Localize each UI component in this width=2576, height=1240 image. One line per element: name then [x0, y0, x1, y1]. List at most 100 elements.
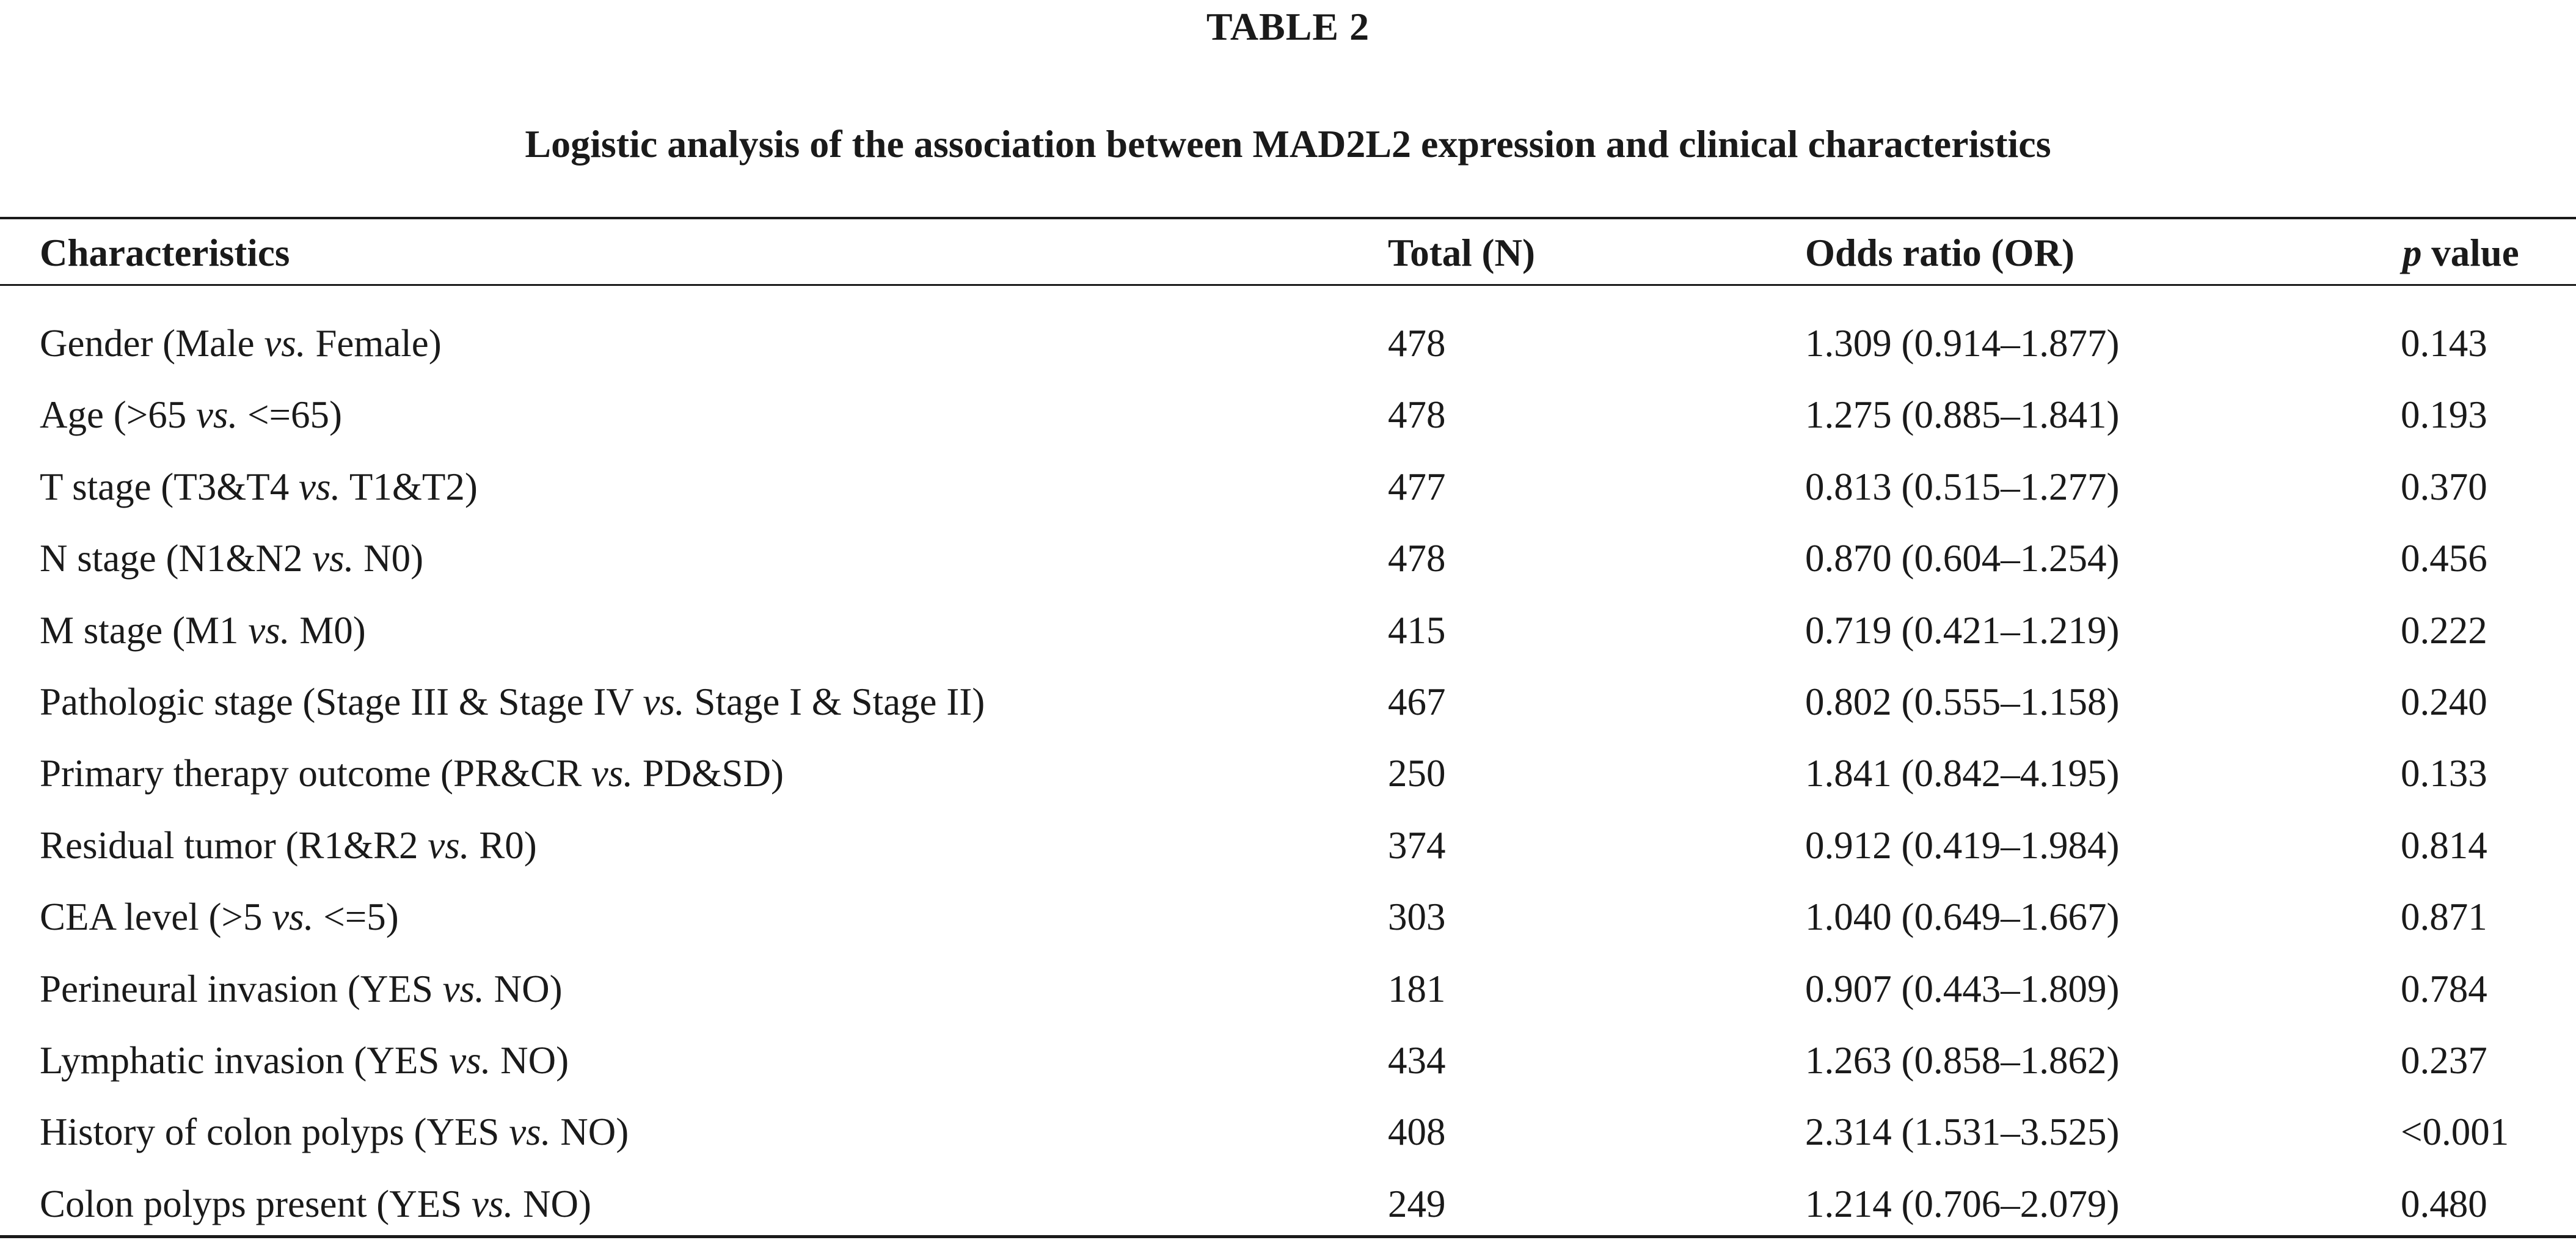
cell-p-value: 0.240 — [2401, 680, 2487, 723]
cell-total: 303 — [1388, 895, 1446, 939]
table-label: TABLE 2 — [1206, 5, 1370, 48]
cell-characteristic: T stage (T3&T4 vs. T1&T2) — [40, 462, 478, 511]
cell-odds-ratio: 1.214 (0.706–2.079) — [1805, 1182, 2120, 1225]
characteristic-suffix: NO) — [491, 1039, 569, 1082]
cell-characteristic: Pathologic stage (Stage III & Stage IV v… — [40, 677, 985, 726]
characteristic-suffix: NO) — [550, 1111, 629, 1154]
cell-characteristic: Gender (Male vs. Female) — [40, 319, 442, 368]
cell-p-value: 0.133 — [2401, 752, 2487, 795]
cell-p-value: 0.784 — [2401, 967, 2487, 1010]
header-characteristics: Characteristics — [40, 232, 290, 274]
cell-odds-ratio: 2.314 (1.531–3.525) — [1805, 1111, 2120, 1154]
cell-p-value: 0.193 — [2401, 393, 2487, 437]
cell-total: 477 — [1388, 465, 1446, 508]
cell-total: 250 — [1388, 752, 1446, 795]
cell-odds-ratio: 1.841 (0.842–4.195) — [1805, 752, 2120, 795]
table-header-rule — [0, 284, 2576, 286]
characteristic-vs: vs. — [643, 680, 685, 723]
characteristic-prefix: Lymphatic invasion (YES — [40, 1039, 450, 1082]
table-caption: Logistic analysis of the association bet… — [525, 122, 2051, 166]
cell-p-value: 0.222 — [2401, 608, 2487, 652]
cell-characteristic: Primary therapy outcome (PR&CR vs. PD&SD… — [40, 749, 784, 798]
cell-characteristic: N stage (N1&N2 vs. N0) — [40, 534, 423, 583]
characteristic-suffix: M0) — [290, 608, 366, 652]
cell-total: 374 — [1388, 823, 1446, 867]
characteristic-suffix: T1&T2) — [340, 465, 478, 508]
cell-characteristic: CEA level (>5 vs. <=5) — [40, 892, 399, 941]
characteristic-vs: vs. — [312, 537, 354, 580]
characteristic-prefix: Gender (Male — [40, 322, 265, 365]
cell-odds-ratio: 0.719 (0.421–1.219) — [1805, 608, 2120, 652]
header-odds-ratio: Odds ratio (OR) — [1805, 232, 2074, 274]
characteristic-prefix: T stage (T3&T4 — [40, 465, 299, 508]
characteristic-vs: vs. — [264, 322, 306, 365]
cell-odds-ratio: 0.813 (0.515–1.277) — [1805, 465, 2120, 508]
cell-total: 478 — [1388, 393, 1446, 437]
cell-odds-ratio: 1.275 (0.885–1.841) — [1805, 393, 2120, 437]
cell-characteristic: M stage (M1 vs. M0) — [40, 606, 366, 655]
cell-total: 408 — [1388, 1111, 1446, 1154]
characteristic-vs: vs. — [471, 1182, 514, 1225]
characteristic-prefix: Perineural invasion (YES — [40, 967, 443, 1010]
cell-odds-ratio: 1.040 (0.649–1.667) — [1805, 895, 2120, 939]
cell-odds-ratio: 0.912 (0.419–1.984) — [1805, 823, 2120, 867]
characteristic-prefix: Age (>65 — [40, 393, 196, 437]
cell-p-value: 0.370 — [2401, 465, 2487, 508]
cell-odds-ratio: 0.907 (0.443–1.809) — [1805, 967, 2120, 1010]
characteristic-vs: vs. — [195, 393, 238, 437]
characteristic-suffix: <=65) — [238, 393, 342, 437]
characteristic-prefix: Pathologic stage (Stage III & Stage IV — [40, 680, 643, 723]
characteristic-suffix: NO) — [484, 967, 563, 1010]
cell-characteristic: Perineural invasion (YES vs. NO) — [40, 965, 563, 1013]
header-p-value: p value — [2403, 228, 2519, 277]
cell-total: 478 — [1388, 537, 1446, 580]
cell-characteristic: Residual tumor (R1&R2 vs. R0) — [40, 821, 537, 870]
characteristic-suffix: PD&SD) — [633, 752, 784, 795]
cell-characteristic: Lymphatic invasion (YES vs. NO) — [40, 1036, 569, 1085]
characteristic-prefix: History of colon polyps (YES — [40, 1111, 509, 1154]
characteristic-vs: vs. — [428, 823, 470, 867]
cell-characteristic: Colon polyps present (YES vs. NO) — [40, 1180, 591, 1228]
cell-p-value: 0.143 — [2401, 322, 2487, 365]
characteristic-prefix: Primary therapy outcome (PR&CR — [40, 752, 591, 795]
cell-odds-ratio: 0.870 (0.604–1.254) — [1805, 537, 2120, 580]
characteristic-vs: vs. — [272, 895, 314, 939]
cell-total: 467 — [1388, 680, 1446, 723]
cell-total: 478 — [1388, 322, 1446, 365]
cell-total: 415 — [1388, 608, 1446, 652]
characteristic-vs: vs. — [442, 967, 484, 1010]
cell-odds-ratio: 1.309 (0.914–1.877) — [1805, 322, 2120, 365]
table-top-rule — [0, 217, 2576, 219]
characteristic-prefix: Residual tumor (R1&R2 — [40, 823, 428, 867]
cell-odds-ratio: 1.263 (0.858–1.862) — [1805, 1039, 2120, 1082]
characteristic-suffix: Female) — [305, 322, 442, 365]
cell-p-value: 0.237 — [2401, 1039, 2487, 1082]
header-p-letter: p — [2403, 232, 2422, 274]
cell-characteristic: Age (>65 vs. <=65) — [40, 390, 342, 439]
cell-total: 249 — [1388, 1182, 1446, 1225]
cell-p-value: <0.001 — [2401, 1111, 2509, 1154]
cell-p-value: 0.456 — [2401, 537, 2487, 580]
characteristic-prefix: M stage (M1 — [40, 608, 249, 652]
cell-total: 434 — [1388, 1039, 1446, 1082]
characteristic-vs: vs. — [248, 608, 290, 652]
characteristic-vs: vs. — [449, 1039, 491, 1082]
cell-p-value: 0.814 — [2401, 823, 2487, 867]
header-value-word: value — [2421, 232, 2519, 274]
characteristic-suffix: NO) — [513, 1182, 591, 1225]
characteristic-vs: vs. — [299, 465, 341, 508]
characteristic-suffix: R0) — [469, 823, 537, 867]
characteristic-suffix: <=5) — [313, 895, 399, 939]
characteristic-vs: vs. — [591, 752, 633, 795]
characteristic-vs: vs. — [509, 1111, 551, 1154]
characteristic-suffix: N0) — [354, 537, 424, 580]
cell-p-value: 0.871 — [2401, 895, 2487, 939]
characteristic-prefix: Colon polyps present (YES — [40, 1182, 472, 1225]
characteristic-suffix: Stage I & Stage II) — [684, 680, 985, 723]
characteristic-prefix: N stage (N1&N2 — [40, 537, 313, 580]
cell-total: 181 — [1388, 967, 1446, 1010]
header-total: Total (N) — [1388, 232, 1535, 274]
table-bottom-rule — [0, 1235, 2576, 1238]
cell-odds-ratio: 0.802 (0.555–1.158) — [1805, 680, 2120, 723]
characteristic-prefix: CEA level (>5 — [40, 895, 272, 939]
